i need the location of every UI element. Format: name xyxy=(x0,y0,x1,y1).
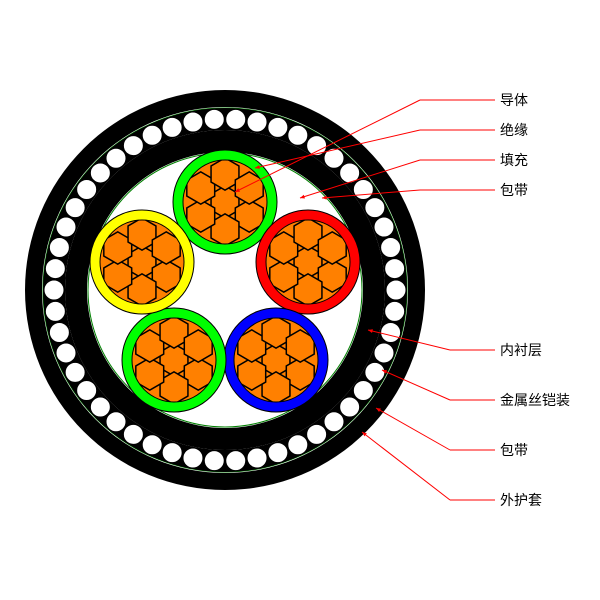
armour-wire xyxy=(123,424,143,444)
armour-wire xyxy=(268,117,288,137)
label-inner_lining: 内衬层 xyxy=(500,342,542,358)
armour-wire xyxy=(56,217,76,237)
armour-wire xyxy=(385,301,405,321)
armour-wire xyxy=(106,148,126,168)
armour-wire xyxy=(162,443,182,463)
label-conductor: 导体 xyxy=(500,92,528,108)
armour-wire xyxy=(324,412,344,432)
armour-wire xyxy=(247,112,267,132)
armour-wire xyxy=(142,125,162,145)
armour-wire xyxy=(45,301,65,321)
armour-wire xyxy=(385,259,405,279)
armour-wire xyxy=(45,259,65,279)
armour-wire xyxy=(374,343,394,363)
armour-wire xyxy=(183,112,203,132)
armour-wire xyxy=(204,109,224,129)
armour-wire xyxy=(49,323,69,343)
armour-wire xyxy=(77,381,97,401)
armour-wire xyxy=(106,412,126,432)
armour-wire xyxy=(123,136,143,156)
armour-wire xyxy=(90,163,110,183)
armour-wire xyxy=(65,362,85,382)
armour-wire xyxy=(353,381,373,401)
label-inner_tape: 包带 xyxy=(500,182,528,198)
armour-wire xyxy=(288,435,308,455)
label-insulation: 绝缘 xyxy=(500,122,528,138)
label-armour: 金属丝铠装 xyxy=(500,392,570,408)
armour-wire xyxy=(183,448,203,468)
armour-wire xyxy=(65,198,85,218)
armour-wire xyxy=(386,280,406,300)
armour-wire xyxy=(381,237,401,257)
armour-wire xyxy=(226,109,246,129)
armour-wire xyxy=(288,125,308,145)
armour-wire xyxy=(44,280,64,300)
armour-wire xyxy=(307,424,327,444)
armour-wire xyxy=(204,451,224,471)
armour-wire xyxy=(56,343,76,363)
armour-wire xyxy=(142,435,162,455)
armour-wire xyxy=(353,179,373,199)
armour-wire xyxy=(268,443,288,463)
armour-wire xyxy=(49,237,69,257)
cable-cross-section-diagram: 导体绝缘填充包带内衬层金属丝铠装包带外护套 xyxy=(0,0,600,600)
label-outer_tape: 包带 xyxy=(500,442,528,458)
armour-wire xyxy=(381,323,401,343)
armour-wire xyxy=(247,448,267,468)
armour-wire xyxy=(374,217,394,237)
armour-wire xyxy=(90,397,110,417)
label-filler: 填充 xyxy=(500,152,528,168)
armour-wire xyxy=(340,397,360,417)
armour-wire xyxy=(365,362,385,382)
armour-wire xyxy=(226,451,246,471)
armour-wire xyxy=(162,117,182,137)
label-outer_jacket: 外护套 xyxy=(500,492,542,508)
armour-wire xyxy=(77,179,97,199)
armour-wire xyxy=(365,198,385,218)
